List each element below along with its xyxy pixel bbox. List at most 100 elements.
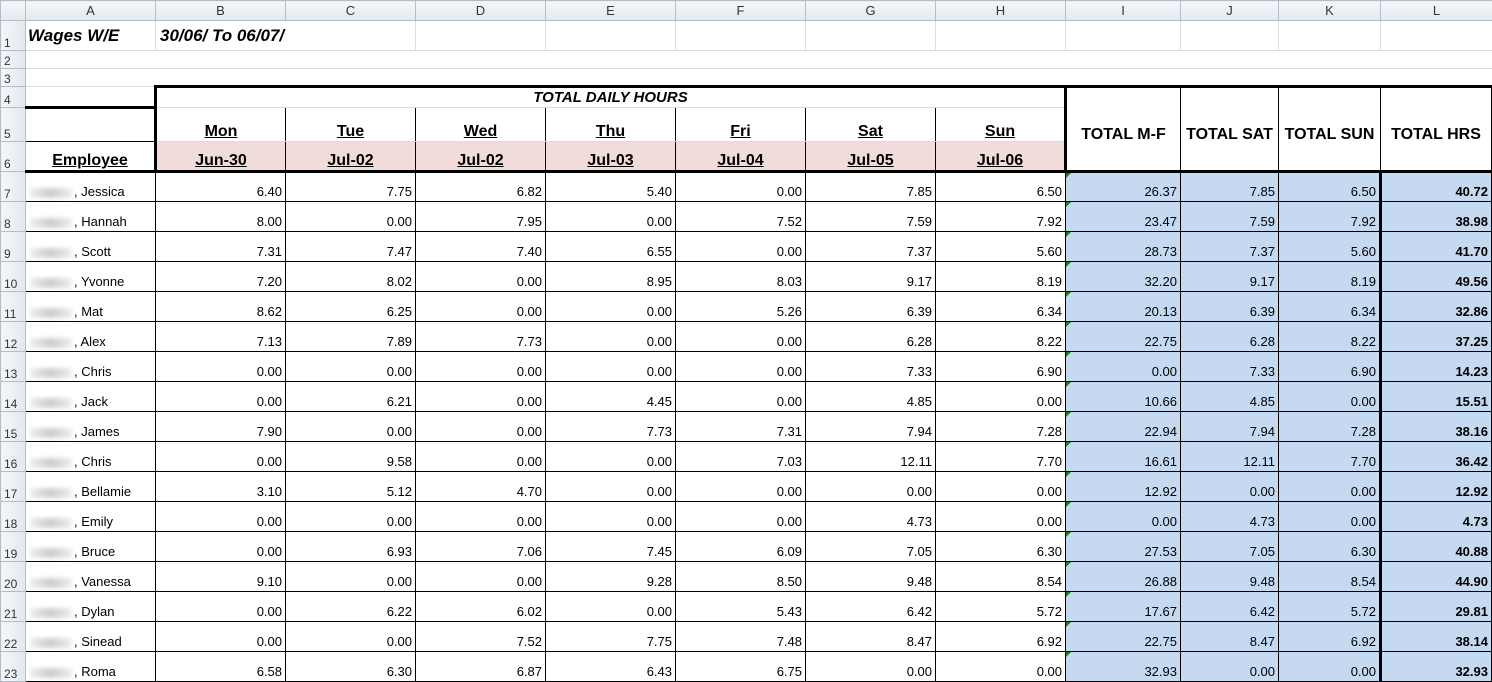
total-sat-cell[interactable]: 9.48 (1181, 562, 1279, 592)
total-hrs-cell[interactable]: 4.73 (1381, 502, 1492, 532)
hours-cell[interactable]: 0.00 (546, 592, 676, 622)
select-all-corner[interactable] (1, 1, 26, 21)
total-mf-cell[interactable]: 17.67 (1066, 592, 1181, 622)
hours-cell[interactable]: 7.90 (156, 412, 286, 442)
row-header[interactable]: 4 (1, 87, 26, 108)
total-mf-cell[interactable]: 23.47 (1066, 202, 1181, 232)
hours-cell[interactable]: 6.30 (286, 652, 416, 682)
total-sun-cell[interactable]: 5.72 (1279, 592, 1381, 622)
column-header[interactable]: F (676, 1, 806, 21)
hours-cell[interactable]: 0.00 (286, 562, 416, 592)
sheet-period[interactable]: 30/06/ To 06/07/ (156, 21, 416, 51)
hours-cell[interactable]: 8.50 (676, 562, 806, 592)
total-mf-cell[interactable]: 28.73 (1066, 232, 1181, 262)
total-sat-cell[interactable]: 0.00 (1181, 652, 1279, 682)
hours-cell[interactable]: 8.54 (936, 562, 1066, 592)
hours-cell[interactable]: 7.33 (806, 352, 936, 382)
employee-name-cell[interactable]: , Mat (26, 292, 156, 322)
row-header[interactable]: 10 (1, 262, 26, 292)
hours-cell[interactable]: 7.45 (546, 532, 676, 562)
total-sat-cell[interactable]: 6.28 (1181, 322, 1279, 352)
total-sat-cell[interactable]: 4.85 (1181, 382, 1279, 412)
hours-cell[interactable]: 4.70 (416, 472, 546, 502)
hours-cell[interactable]: 7.13 (156, 322, 286, 352)
total-hrs-cell[interactable]: 44.90 (1381, 562, 1492, 592)
row-header[interactable]: 9 (1, 232, 26, 262)
total-mf-cell[interactable]: 27.53 (1066, 532, 1181, 562)
hours-cell[interactable]: 7.59 (806, 202, 936, 232)
total-mf-cell[interactable]: 26.37 (1066, 172, 1181, 202)
total-sat-cell[interactable]: 6.42 (1181, 592, 1279, 622)
hours-cell[interactable]: 8.03 (676, 262, 806, 292)
hours-cell[interactable]: 7.03 (676, 442, 806, 472)
total-sun-cell[interactable]: 6.92 (1279, 622, 1381, 652)
hours-cell[interactable]: 6.09 (676, 532, 806, 562)
hours-cell[interactable]: 7.06 (416, 532, 546, 562)
hours-cell[interactable]: 7.73 (416, 322, 546, 352)
hours-cell[interactable]: 8.19 (936, 262, 1066, 292)
total-mf-cell[interactable]: 32.93 (1066, 652, 1181, 682)
row-header[interactable]: 13 (1, 352, 26, 382)
cell[interactable] (1181, 21, 1279, 51)
hours-cell[interactable]: 0.00 (806, 652, 936, 682)
hours-cell[interactable]: 0.00 (546, 352, 676, 382)
hours-cell[interactable]: 9.10 (156, 562, 286, 592)
employee-name-cell[interactable]: , Chris (26, 352, 156, 382)
total-sun-cell[interactable]: 6.90 (1279, 352, 1381, 382)
day-date-header[interactable]: Jul-05 (806, 142, 936, 172)
hours-cell[interactable]: 0.00 (676, 232, 806, 262)
total-sun-cell[interactable]: 0.00 (1279, 472, 1381, 502)
column-header[interactable]: E (546, 1, 676, 21)
hours-cell[interactable]: 7.47 (286, 232, 416, 262)
hours-cell[interactable]: 0.00 (676, 472, 806, 502)
total-hrs-cell[interactable]: 32.86 (1381, 292, 1492, 322)
total-hrs-cell[interactable]: 29.81 (1381, 592, 1492, 622)
hours-cell[interactable]: 0.00 (156, 532, 286, 562)
employee-name-cell[interactable]: , James (26, 412, 156, 442)
hours-cell[interactable]: 7.05 (806, 532, 936, 562)
hours-cell[interactable]: 6.02 (416, 592, 546, 622)
total-sat-cell[interactable]: 7.94 (1181, 412, 1279, 442)
hours-cell[interactable]: 6.42 (806, 592, 936, 622)
hours-cell[interactable]: 6.43 (546, 652, 676, 682)
total-sat-cell[interactable]: 12.11 (1181, 442, 1279, 472)
hours-cell[interactable]: 0.00 (416, 562, 546, 592)
total-sat-cell[interactable]: 4.73 (1181, 502, 1279, 532)
hours-cell[interactable]: 9.48 (806, 562, 936, 592)
hours-cell[interactable]: 0.00 (936, 652, 1066, 682)
total-hrs-cell[interactable]: 38.16 (1381, 412, 1492, 442)
hours-cell[interactable]: 8.95 (546, 262, 676, 292)
hours-cell[interactable]: 7.70 (936, 442, 1066, 472)
row-header[interactable]: 20 (1, 562, 26, 592)
hours-cell[interactable]: 0.00 (806, 472, 936, 502)
employee-name-cell[interactable]: , Chris (26, 442, 156, 472)
total-hrs-cell[interactable]: 37.25 (1381, 322, 1492, 352)
total-hrs-cell[interactable]: 15.51 (1381, 382, 1492, 412)
column-header[interactable]: C (286, 1, 416, 21)
row-header[interactable]: 7 (1, 172, 26, 202)
hours-cell[interactable]: 0.00 (936, 382, 1066, 412)
row-header[interactable]: 17 (1, 472, 26, 502)
hours-cell[interactable]: 7.52 (416, 622, 546, 652)
row-header[interactable]: 21 (1, 592, 26, 622)
hours-cell[interactable]: 5.60 (936, 232, 1066, 262)
day-date-header[interactable]: Jul-03 (546, 142, 676, 172)
total-sat-cell[interactable]: 9.17 (1181, 262, 1279, 292)
hours-cell[interactable]: 0.00 (156, 622, 286, 652)
hours-cell[interactable]: 0.00 (156, 382, 286, 412)
total-sat-cell[interactable]: 7.05 (1181, 532, 1279, 562)
total-mf-cell[interactable]: 22.75 (1066, 622, 1181, 652)
day-date-header[interactable]: Jul-02 (416, 142, 546, 172)
hours-cell[interactable]: 0.00 (936, 502, 1066, 532)
hours-cell[interactable]: 0.00 (676, 322, 806, 352)
row-header[interactable]: 3 (1, 69, 26, 87)
hours-cell[interactable]: 7.94 (806, 412, 936, 442)
row-header[interactable]: 2 (1, 51, 26, 69)
hours-cell[interactable]: 8.62 (156, 292, 286, 322)
hours-cell[interactable]: 9.28 (546, 562, 676, 592)
hours-cell[interactable]: 0.00 (286, 502, 416, 532)
hours-cell[interactable]: 0.00 (546, 502, 676, 532)
hours-cell[interactable]: 6.39 (806, 292, 936, 322)
row-header[interactable]: 1 (1, 21, 26, 51)
column-header[interactable]: G (806, 1, 936, 21)
